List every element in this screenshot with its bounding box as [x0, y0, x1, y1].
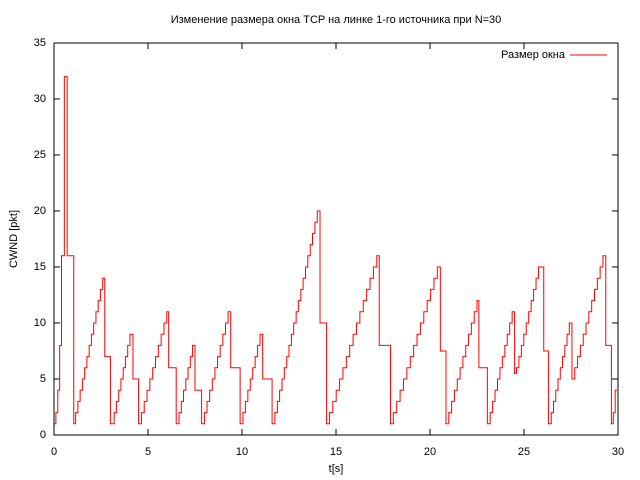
x-tick-label: 20: [424, 446, 436, 458]
y-tick-label: 5: [40, 373, 46, 385]
chart-title: Изменение размера окна TCP на линке 1-го…: [171, 14, 502, 26]
x-tick-label: 5: [145, 446, 151, 458]
y-axis-label: CWND [pkt]: [8, 210, 20, 268]
legend-label: Размер окна: [501, 49, 566, 61]
y-tick-label: 10: [34, 317, 46, 329]
y-tick-label: 15: [34, 261, 46, 273]
cwnd-line: [54, 76, 618, 425]
y-tick-label: 0: [40, 429, 46, 441]
y-tick-label: 20: [34, 205, 46, 217]
x-tick-label: 10: [236, 446, 248, 458]
x-tick-label: 15: [330, 446, 342, 458]
y-tick-label: 35: [34, 37, 46, 49]
x-tick-label: 30: [612, 446, 624, 458]
y-tick-label: 25: [34, 149, 46, 161]
x-tick-label: 0: [51, 446, 57, 458]
x-axis-label: t[s]: [329, 463, 344, 475]
y-tick-label: 30: [34, 93, 46, 105]
x-tick-label: 25: [518, 446, 530, 458]
